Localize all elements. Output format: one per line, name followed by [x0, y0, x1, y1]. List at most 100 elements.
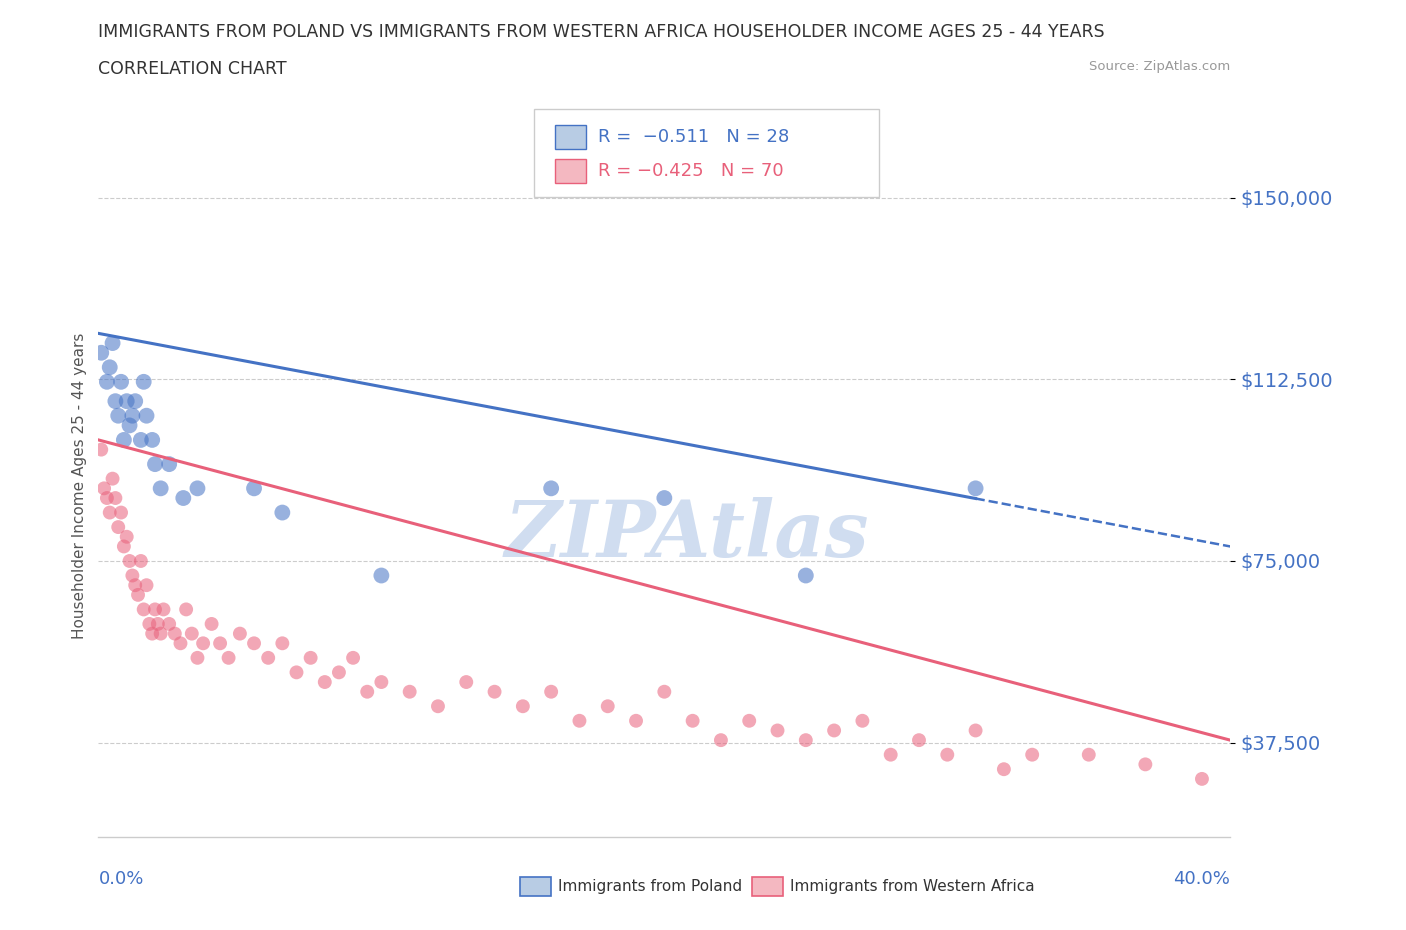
Point [540, 481, 562, 496]
Point [243, 481, 266, 496]
Point [129, 432, 152, 447]
Point [104, 491, 127, 506]
Point [132, 602, 155, 617]
Point [191, 636, 214, 651]
Point [157, 617, 180, 631]
Point [174, 602, 197, 617]
Point [138, 617, 160, 631]
Point [427, 698, 450, 713]
Point [965, 481, 987, 496]
Point [285, 665, 308, 680]
Point [299, 650, 322, 665]
Point [152, 602, 174, 617]
Text: 40.0%: 40.0% [1174, 870, 1230, 888]
Point [98, 505, 121, 520]
Text: R = −0.425   N = 70: R = −0.425 N = 70 [598, 162, 783, 180]
Point [132, 375, 155, 390]
Point [115, 393, 138, 408]
Point [596, 698, 619, 713]
Point [112, 539, 135, 554]
Text: ZIPAtlas: ZIPAtlas [505, 497, 869, 573]
Point [110, 375, 132, 390]
Point [101, 472, 124, 486]
Point [218, 650, 240, 665]
Point [93, 481, 115, 496]
Point [652, 491, 676, 506]
Point [652, 684, 676, 699]
Point [314, 674, 336, 689]
Point [163, 626, 186, 641]
Point [243, 636, 266, 651]
Text: Immigrants from Western Africa: Immigrants from Western Africa [790, 879, 1035, 894]
Point [201, 617, 224, 631]
Point [101, 336, 124, 351]
Point [1135, 757, 1157, 772]
Point [129, 553, 152, 568]
Text: 0.0%: 0.0% [98, 870, 143, 888]
Point [738, 713, 761, 728]
Point [682, 713, 704, 728]
Point [135, 578, 157, 592]
Point [124, 578, 146, 592]
Point [169, 636, 191, 651]
Point [624, 713, 647, 728]
Point [540, 684, 562, 699]
Point [851, 713, 873, 728]
Point [794, 733, 817, 748]
Point [512, 698, 534, 713]
Point [90, 442, 112, 457]
Point [141, 626, 163, 641]
Point [1191, 772, 1213, 787]
Point [356, 684, 378, 699]
Point [993, 762, 1015, 777]
Point [135, 408, 157, 423]
Point [936, 747, 959, 762]
Point [271, 505, 294, 520]
Text: IMMIGRANTS FROM POLAND VS IMMIGRANTS FROM WESTERN AFRICA HOUSEHOLDER INCOME AGES: IMMIGRANTS FROM POLAND VS IMMIGRANTS FRO… [98, 23, 1105, 41]
Text: R =  −0.511   N = 28: R = −0.511 N = 28 [598, 127, 789, 146]
Point [1021, 747, 1043, 762]
Point [370, 674, 392, 689]
Point [149, 481, 172, 496]
Point [110, 505, 132, 520]
Point [568, 713, 591, 728]
Y-axis label: Householder Income Ages 25 - 44 years: Householder Income Ages 25 - 44 years [72, 333, 87, 639]
Point [172, 491, 194, 506]
Point [112, 432, 135, 447]
Point [98, 360, 121, 375]
Point [794, 568, 817, 583]
Point [328, 665, 350, 680]
Point [90, 345, 112, 360]
Point [118, 553, 141, 568]
Point [149, 626, 172, 641]
Point [124, 393, 146, 408]
Point [118, 418, 141, 432]
Point [186, 481, 208, 496]
Point [965, 723, 987, 737]
Point [342, 650, 364, 665]
Text: CORRELATION CHART: CORRELATION CHART [98, 60, 287, 78]
Point [880, 747, 903, 762]
Point [115, 529, 138, 544]
Point [209, 636, 232, 651]
Point [107, 520, 129, 535]
Point [456, 674, 478, 689]
Point [157, 457, 180, 472]
Point [271, 636, 294, 651]
Point [1077, 747, 1099, 762]
Point [398, 684, 420, 699]
Point [121, 568, 143, 583]
Point [143, 602, 166, 617]
Point [141, 432, 163, 447]
Point [104, 393, 127, 408]
Point [484, 684, 506, 699]
Point [257, 650, 280, 665]
Point [186, 650, 208, 665]
Point [96, 491, 118, 506]
Point [121, 408, 143, 423]
Point [143, 457, 166, 472]
Point [823, 723, 845, 737]
Point [710, 733, 733, 748]
Point [908, 733, 931, 748]
Point [107, 408, 129, 423]
